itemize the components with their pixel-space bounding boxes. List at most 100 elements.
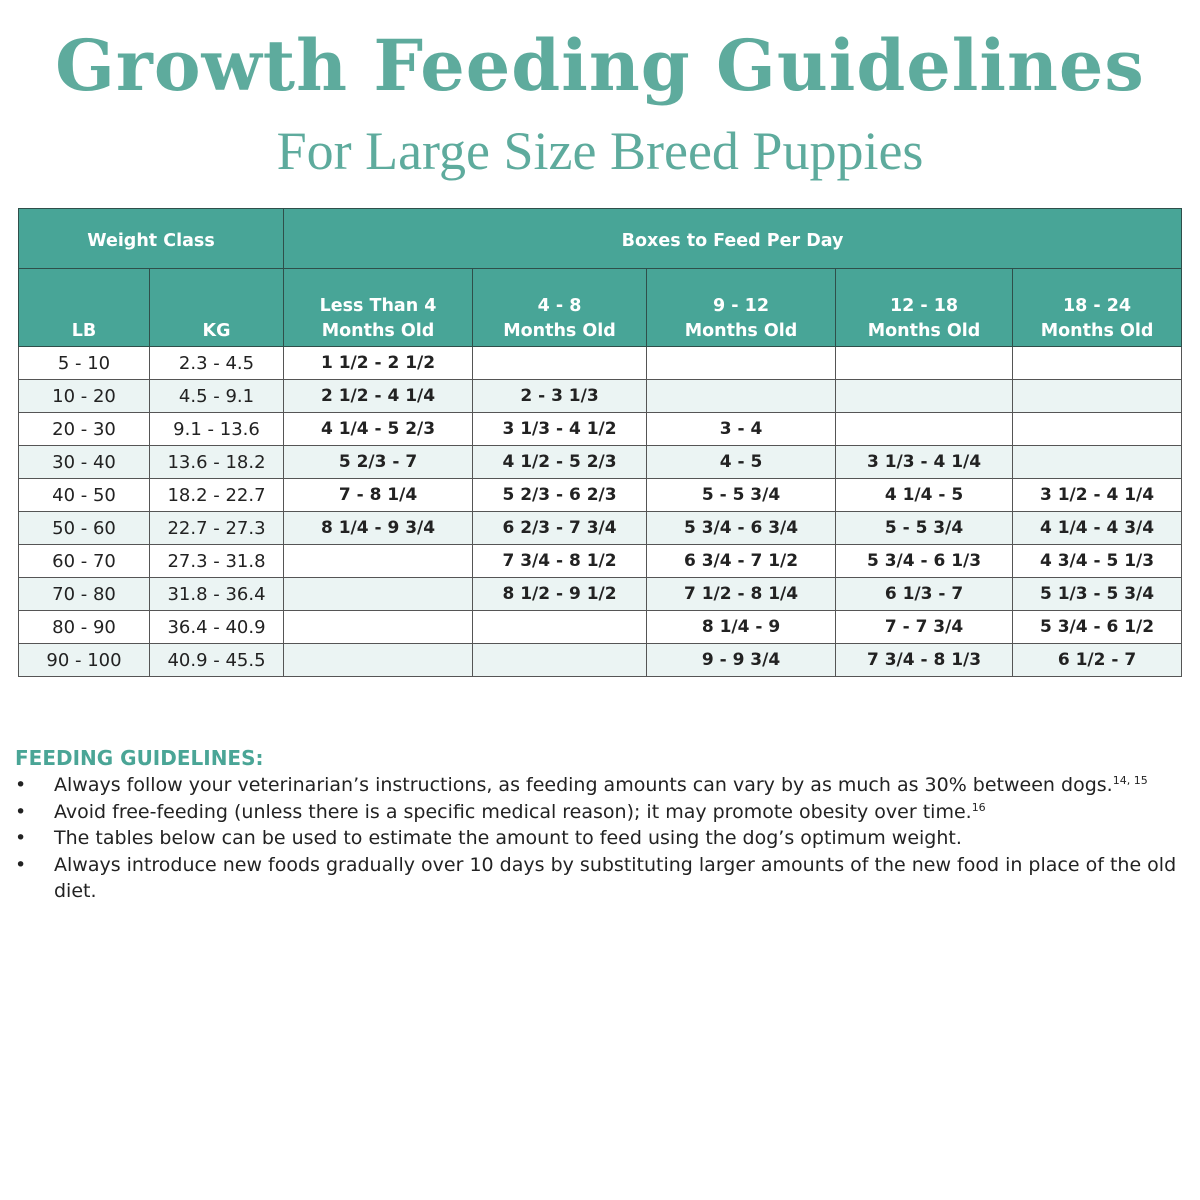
column-header-line1: 9 - 12 — [713, 296, 769, 316]
table-row: 50 - 60 22.7 - 27.3 8 1/4 - 9 3/4 6 2/3 - 7… — [18, 511, 1183, 545]
boxes-cell — [283, 544, 474, 578]
kg-cell: 4.5 - 9.1 — [148, 379, 285, 413]
column-header-line2: Months Old — [321, 321, 435, 341]
boxes-cell: 6 2/3 - 7 3/4 — [472, 511, 648, 545]
table-row: 5 - 10 2.3 - 4.5 1 1/2 - 2 1/2 — [18, 346, 1183, 380]
boxes-cell — [1012, 445, 1183, 479]
guideline-text: Always introduce new foods gradually ove… — [54, 853, 1177, 903]
boxes-cell — [472, 643, 648, 677]
kg-cell: 22.7 - 27.3 — [148, 511, 285, 545]
boxes-cell — [283, 577, 474, 611]
bullet-icon: • — [15, 827, 27, 849]
weight-class-header: Weight Class — [17, 208, 285, 269]
column-header-line1: Less Than 4 — [319, 296, 437, 316]
lb-cell: 5 - 10 — [18, 346, 150, 380]
boxes-cell: 7 3/4 - 8 1/3 — [835, 643, 1014, 677]
boxes-cell — [283, 643, 474, 677]
kg-cell: 13.6 - 18.2 — [148, 445, 285, 479]
boxes-cell: 5 - 5 3/4 — [835, 511, 1014, 545]
boxes-cell: 2 - 3 1/3 — [472, 379, 648, 413]
boxes-cell: 5 - 5 3/4 — [646, 478, 837, 512]
column-header: 12 - 18 Months Old — [835, 268, 1014, 347]
column-header: Less Than 4 Months Old — [283, 268, 474, 347]
boxes-cell: 9 - 9 3/4 — [646, 643, 837, 677]
guideline-item: • The tables below can be used to estimat… — [15, 825, 1195, 852]
lb-cell: 80 - 90 — [18, 610, 150, 644]
boxes-cell: 7 - 8 1/4 — [283, 478, 474, 512]
boxes-cell — [1012, 412, 1183, 446]
column-header: 4 - 8 Months Old — [472, 268, 648, 347]
boxes-cell — [835, 346, 1014, 380]
lb-cell: 70 - 80 — [18, 577, 150, 611]
reference-number: 16 — [971, 800, 986, 814]
boxes-per-day-header: Boxes to Feed Per Day — [283, 208, 1183, 269]
boxes-cell: 3 1/3 - 4 1/2 — [472, 412, 648, 446]
boxes-cell: 2 1/2 - 4 1/4 — [283, 379, 474, 413]
table-row: 20 - 30 9.1 - 13.6 4 1/4 - 5 2/3 3 1/3 - 4 … — [18, 412, 1183, 446]
column-header: 9 - 12 Months Old — [646, 268, 837, 347]
guideline-item: • Avoid free-feeding (unless there is a s… — [15, 799, 1195, 826]
boxes-cell — [472, 610, 648, 644]
bullet-icon: • — [15, 853, 27, 876]
lb-cell: 10 - 20 — [18, 379, 150, 413]
kg-cell: 18.2 - 22.7 — [148, 478, 285, 512]
bullet-icon: • — [15, 774, 27, 796]
column-header: KG — [148, 268, 285, 347]
boxes-cell: 3 - 4 — [646, 412, 837, 446]
boxes-cell — [1012, 379, 1183, 413]
column-header-line2: Months Old — [503, 321, 616, 341]
boxes-cell: 3 1/2 - 4 1/4 — [1012, 478, 1183, 512]
column-header-line1: 4 - 8 — [537, 296, 582, 316]
boxes-cell — [472, 346, 648, 380]
boxes-cell: 5 2/3 - 7 — [283, 445, 474, 479]
boxes-cell — [1012, 346, 1183, 380]
lb-cell: 40 - 50 — [18, 478, 150, 512]
column-header-line2: Months Old — [867, 321, 981, 341]
table-row: 70 - 80 31.8 - 36.4 8 1/2 - 9 1/2 7 1/2 - 8… — [18, 577, 1183, 611]
table-row: 90 - 100 40.9 - 45.5 9 - 9 3/4 7 3/4 - 8 1/… — [18, 643, 1183, 677]
feeding-table: Weight Class Boxes to Feed Per Day LB KG L… — [17, 208, 1183, 677]
kg-cell: 2.3 - 4.5 — [148, 346, 285, 380]
guideline-text: Always follow your veterinarian’s instru… — [54, 774, 1113, 796]
guidelines-list: • Always follow your veterinarian’s instr… — [15, 772, 1195, 905]
reference-number: 14, 15 — [1112, 774, 1148, 787]
column-header-line1: 18 - 24 — [1062, 296, 1132, 316]
column-header: LB — [18, 268, 150, 347]
page-title: Growth Feeding Guidelines — [55, 24, 1145, 107]
boxes-cell: 7 1/2 - 8 1/4 — [646, 577, 837, 611]
boxes-cell: 4 1/2 - 5 2/3 — [472, 445, 648, 479]
column-header-line1: 12 - 18 — [889, 296, 959, 316]
table-row: 60 - 70 27.3 - 31.8 7 3/4 - 8 1/2 6 3/4 - 7… — [18, 544, 1183, 578]
boxes-cell: 4 - 5 — [646, 445, 837, 479]
guideline-text: The tables below can be used to estimate… — [54, 827, 962, 849]
boxes-cell: 5 3/4 - 6 3/4 — [646, 511, 837, 545]
boxes-cell: 5 2/3 - 6 2/3 — [472, 478, 648, 512]
page-subtitle: For Large Size Breed Puppies — [276, 121, 924, 181]
boxes-cell: 1 1/2 - 2 1/2 — [283, 346, 474, 380]
boxes-cell: 7 - 7 3/4 — [835, 610, 1014, 644]
boxes-cell: 7 3/4 - 8 1/2 — [472, 544, 648, 578]
table-row: 10 - 20 4.5 - 9.1 2 1/2 - 4 1/4 2 - 3 1/3 — [18, 379, 1183, 413]
boxes-cell — [646, 346, 837, 380]
boxes-cell — [835, 379, 1014, 413]
column-header-line2: KG — [202, 321, 231, 341]
kg-cell: 31.8 - 36.4 — [148, 577, 285, 611]
boxes-cell: 4 1/4 - 5 — [835, 478, 1014, 512]
boxes-cell: 3 1/3 - 4 1/4 — [835, 445, 1014, 479]
guideline-item: • Always follow your veterinarian’s instr… — [15, 772, 1195, 799]
guideline-text: Avoid free-feeding (unless there is a sp… — [54, 800, 972, 823]
lb-cell: 20 - 30 — [18, 412, 150, 446]
boxes-cell: 5 1/3 - 5 3/4 — [1012, 577, 1183, 611]
column-header-line2: Months Old — [684, 321, 798, 341]
column-header: 18 - 24 Months Old — [1012, 268, 1183, 347]
boxes-cell: 8 1/2 - 9 1/2 — [472, 577, 648, 611]
boxes-cell: 8 1/4 - 9 3/4 — [283, 511, 474, 545]
boxes-cell: 4 1/4 - 4 3/4 — [1012, 511, 1183, 545]
boxes-cell: 6 1/2 - 7 — [1012, 643, 1183, 677]
boxes-cell: 4 1/4 - 5 2/3 — [283, 412, 474, 446]
guideline-item: • Always introduce new foods gradually ov… — [15, 852, 1195, 905]
kg-cell: 40.9 - 45.5 — [148, 643, 285, 677]
boxes-cell: 5 3/4 - 6 1/3 — [835, 544, 1014, 578]
boxes-cell: 6 3/4 - 7 1/2 — [646, 544, 837, 578]
